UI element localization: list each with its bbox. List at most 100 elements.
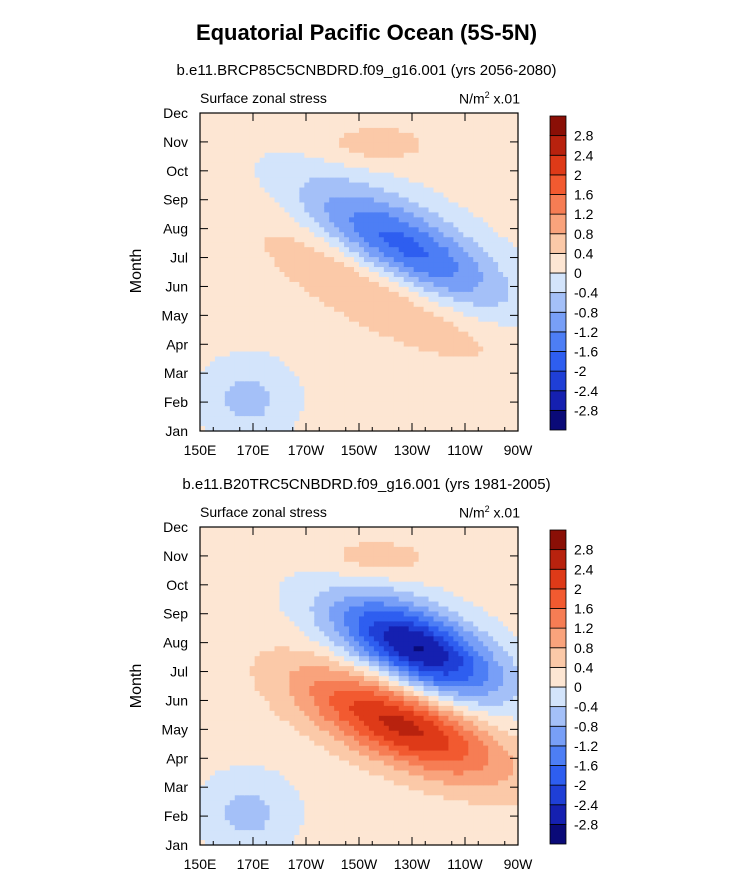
heatmap-cell [443, 286, 450, 293]
heatmap-cell [209, 775, 216, 782]
heatmap-cell [284, 396, 291, 402]
heatmap-cell [219, 745, 226, 752]
colorbar-label: 0.4 [574, 245, 594, 261]
heatmap-cell [219, 341, 226, 348]
heatmap-cell [418, 167, 425, 174]
heatmap-cell [359, 202, 365, 209]
heatmap-cell [204, 616, 211, 623]
heatmap-cell [319, 217, 325, 223]
heatmap-cell [488, 192, 494, 199]
heatmap-cell [403, 207, 410, 213]
heatmap-cell [304, 281, 310, 288]
heatmap-cell [438, 122, 445, 129]
heatmap-cell [200, 755, 206, 762]
heatmap-cell [309, 366, 315, 372]
heatmap-cell [408, 341, 415, 348]
heatmap-cell [453, 162, 459, 169]
heatmap-cell [428, 177, 435, 184]
heatmap-cell [418, 142, 425, 149]
heatmap-cell [508, 167, 514, 174]
heatmap-cell [498, 192, 504, 199]
heatmap-cell [214, 247, 221, 253]
heatmap-cell [363, 172, 370, 179]
heatmap-cell [234, 626, 241, 632]
heatmap-cell [438, 247, 445, 253]
heatmap-cell [443, 406, 450, 412]
heatmap-cell [388, 291, 395, 298]
heatmap-cell [478, 376, 484, 382]
heatmap-cell [428, 371, 435, 377]
heatmap-cell [229, 117, 236, 124]
heatmap-cell [239, 820, 246, 826]
heatmap-cell [363, 187, 370, 194]
heatmap-cell [488, 113, 494, 119]
heatmap-cell [274, 137, 281, 144]
heatmap-cell [398, 147, 405, 154]
heatmap-cell [443, 331, 450, 338]
heatmap-cell [254, 596, 261, 603]
heatmap-cell [329, 117, 335, 124]
heatmap-cell [383, 182, 390, 189]
heatmap-cell [229, 591, 236, 598]
heatmap-cell [224, 187, 231, 194]
heatmap-cell [269, 326, 276, 333]
heatmap-cell [368, 272, 375, 278]
heatmap-cell [274, 411, 281, 417]
heatmap-cell [448, 316, 455, 323]
heatmap-cell [249, 157, 256, 164]
colorbar-box [549, 351, 567, 372]
heatmap-cell [463, 152, 469, 159]
heatmap-cell [478, 416, 484, 422]
heatmap-cell [289, 361, 296, 368]
heatmap-cell [214, 291, 221, 298]
heatmap-cell [473, 376, 479, 382]
heatmap-cell [483, 366, 489, 372]
heatmap-cell [513, 311, 519, 318]
heatmap-cell [403, 376, 410, 382]
heatmap-cell [344, 301, 350, 308]
heatmap-cell [363, 306, 370, 313]
heatmap-cell [403, 242, 410, 248]
heatmap-cell [443, 416, 450, 422]
heatmap-cell [458, 336, 464, 343]
heatmap-cell [378, 306, 385, 313]
heatmap-cell [498, 272, 504, 278]
heatmap-cell [239, 765, 246, 772]
heatmap-cell [373, 247, 380, 253]
heatmap-cell [249, 656, 256, 662]
heatmap-cell [363, 356, 370, 363]
heatmap-cell [244, 790, 251, 796]
heatmap-cell [259, 581, 266, 588]
heatmap-cell [234, 331, 241, 338]
heatmap-cell [428, 267, 435, 273]
heatmap-cell [339, 326, 345, 333]
heatmap-cell [344, 187, 350, 194]
heatmap-cell [413, 381, 420, 387]
heatmap-cell [478, 286, 484, 293]
heatmap-cell [229, 556, 236, 563]
heatmap-cell [473, 306, 479, 313]
heatmap-cell [249, 835, 256, 841]
heatmap-cell [229, 321, 236, 328]
heatmap-cell [354, 127, 360, 134]
heatmap-cell [354, 162, 360, 169]
heatmap-cell [473, 371, 479, 377]
heatmap-cell [363, 197, 370, 204]
heatmap-cell [493, 391, 499, 397]
heatmap-cell [234, 681, 241, 687]
heatmap-cell [383, 227, 390, 233]
heatmap-cell [294, 281, 300, 288]
heatmap-cell [473, 401, 479, 407]
heatmap-cell [329, 381, 335, 387]
heatmap-cell [324, 137, 330, 144]
heatmap-cell [294, 262, 300, 268]
heatmap-cell [264, 247, 271, 253]
heatmap-cell [373, 192, 380, 199]
heatmap-cell [408, 252, 415, 258]
heatmap-cell [214, 391, 221, 397]
heatmap-cell [264, 391, 271, 397]
heatmap-cell [234, 586, 241, 593]
heatmap-cell [204, 765, 211, 772]
heatmap-cell [324, 311, 330, 318]
heatmap-cell [359, 411, 365, 417]
